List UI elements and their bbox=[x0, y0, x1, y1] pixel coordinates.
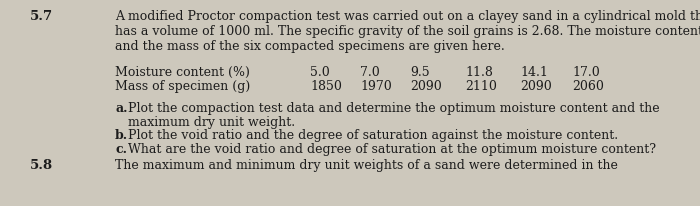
Text: 9.5: 9.5 bbox=[410, 66, 430, 78]
Text: and the mass of the six compacted specimens are given here.: and the mass of the six compacted specim… bbox=[115, 40, 505, 53]
Text: 2090: 2090 bbox=[520, 80, 552, 93]
Text: 5.7: 5.7 bbox=[30, 10, 53, 23]
Text: Moisture content (%): Moisture content (%) bbox=[115, 66, 250, 78]
Text: maximum dry unit weight.: maximum dry unit weight. bbox=[128, 116, 295, 129]
Text: 5.0: 5.0 bbox=[310, 66, 330, 78]
Text: c.: c. bbox=[115, 143, 127, 156]
Text: b.: b. bbox=[115, 129, 128, 142]
Text: a.: a. bbox=[115, 102, 127, 115]
Text: 17.0: 17.0 bbox=[572, 66, 600, 78]
Text: Plot the void ratio and the degree of saturation against the moisture content.: Plot the void ratio and the degree of sa… bbox=[128, 129, 618, 142]
Text: 7.0: 7.0 bbox=[360, 66, 379, 78]
Text: 11.8: 11.8 bbox=[465, 66, 493, 78]
Text: 2110: 2110 bbox=[465, 80, 497, 93]
Text: 14.1: 14.1 bbox=[520, 66, 548, 78]
Text: Mass of specimen (g): Mass of specimen (g) bbox=[115, 80, 251, 93]
Text: 2060: 2060 bbox=[572, 80, 604, 93]
Text: 1850: 1850 bbox=[310, 80, 342, 93]
Text: Plot the compaction test data and determine the optimum moisture content and the: Plot the compaction test data and determ… bbox=[128, 102, 659, 115]
Text: 5.8: 5.8 bbox=[30, 159, 53, 172]
Text: has a volume of 1000 ml. The specific gravity of the soil grains is 2.68. The mo: has a volume of 1000 ml. The specific gr… bbox=[115, 25, 700, 38]
Text: 2090: 2090 bbox=[410, 80, 442, 93]
Text: The maximum and minimum dry unit weights of a sand were determined in the: The maximum and minimum dry unit weights… bbox=[115, 159, 618, 172]
Text: A modified Proctor compaction test was carried out on a clayey sand in a cylindr: A modified Proctor compaction test was c… bbox=[115, 10, 700, 23]
Text: 1970: 1970 bbox=[360, 80, 392, 93]
Text: What are the void ratio and degree of saturation at the optimum moisture content: What are the void ratio and degree of sa… bbox=[128, 143, 656, 156]
